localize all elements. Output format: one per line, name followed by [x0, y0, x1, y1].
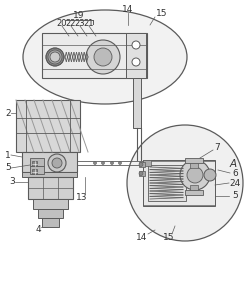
Ellipse shape	[23, 10, 187, 104]
Bar	[42, 218, 59, 227]
Text: 19: 19	[73, 10, 85, 19]
Bar	[133, 78, 141, 128]
Circle shape	[94, 162, 96, 164]
Text: 21: 21	[84, 19, 94, 29]
Text: 5: 5	[5, 164, 11, 173]
Text: 1: 1	[5, 151, 11, 160]
Circle shape	[127, 125, 243, 241]
Circle shape	[118, 162, 122, 164]
Bar	[32, 169, 37, 174]
Text: A: A	[230, 159, 236, 169]
Circle shape	[50, 52, 60, 62]
Circle shape	[110, 162, 114, 164]
Bar	[22, 172, 77, 177]
Bar	[190, 185, 198, 190]
Text: 5: 5	[232, 192, 238, 201]
Bar	[30, 166, 44, 174]
Bar	[143, 160, 215, 206]
Bar	[33, 199, 68, 209]
Bar	[190, 163, 198, 168]
Bar	[30, 158, 44, 166]
Text: 23: 23	[75, 19, 85, 29]
Text: 15: 15	[163, 232, 175, 242]
Circle shape	[132, 58, 140, 66]
Text: 7: 7	[214, 144, 220, 153]
Bar	[185, 158, 203, 163]
Circle shape	[204, 169, 216, 181]
Circle shape	[48, 50, 62, 64]
Circle shape	[187, 167, 203, 183]
Bar	[185, 190, 203, 195]
Text: 3: 3	[9, 177, 15, 186]
Circle shape	[102, 162, 104, 164]
Text: 15: 15	[156, 10, 168, 18]
Circle shape	[94, 48, 112, 66]
Bar	[139, 171, 145, 176]
Circle shape	[52, 158, 62, 168]
Text: 13: 13	[76, 192, 88, 201]
Bar	[38, 209, 63, 218]
Bar	[126, 33, 146, 78]
Circle shape	[48, 154, 66, 172]
Circle shape	[180, 160, 210, 190]
Circle shape	[132, 41, 140, 49]
Text: 14: 14	[122, 5, 134, 14]
Bar	[143, 160, 151, 166]
Circle shape	[139, 162, 143, 166]
Text: 2: 2	[5, 108, 11, 118]
Bar	[22, 152, 77, 172]
Circle shape	[139, 171, 143, 175]
Circle shape	[86, 40, 120, 74]
Circle shape	[46, 48, 64, 66]
Text: 14: 14	[136, 232, 148, 242]
Bar	[139, 162, 145, 167]
Text: 4: 4	[35, 225, 41, 234]
Bar	[32, 161, 37, 166]
Bar	[42, 33, 147, 78]
Text: 22: 22	[66, 19, 76, 29]
Bar	[148, 165, 186, 201]
Bar	[28, 177, 73, 199]
Text: 20: 20	[57, 19, 67, 29]
Text: 6: 6	[232, 168, 238, 177]
Text: 24: 24	[230, 179, 240, 188]
Bar	[16, 100, 80, 152]
